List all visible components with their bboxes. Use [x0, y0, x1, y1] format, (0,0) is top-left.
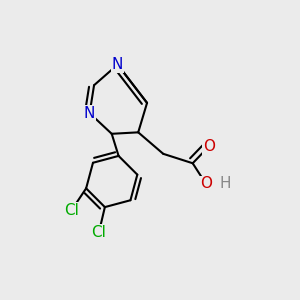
Text: O: O	[200, 176, 212, 191]
Text: Cl: Cl	[92, 225, 106, 240]
Text: N: N	[84, 106, 95, 121]
Text: O: O	[203, 139, 215, 154]
Text: Cl: Cl	[64, 203, 79, 218]
Text: N: N	[112, 57, 123, 72]
Text: H: H	[219, 176, 231, 191]
